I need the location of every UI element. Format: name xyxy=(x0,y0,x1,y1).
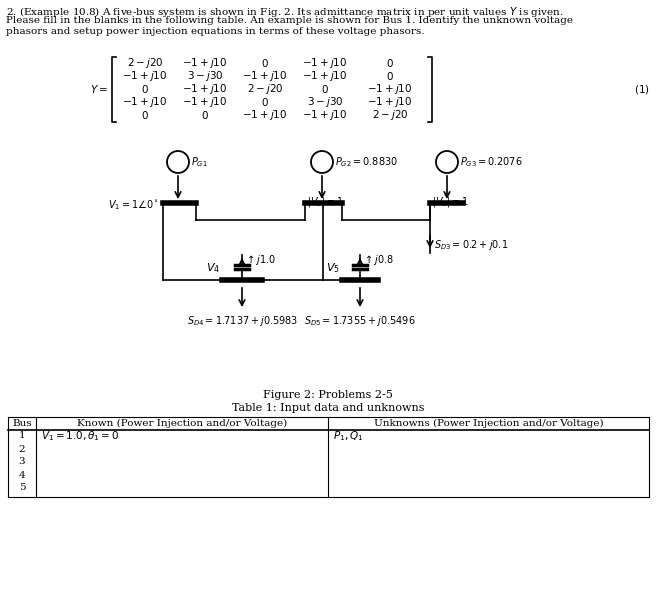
Text: $-1+j10$: $-1+j10$ xyxy=(367,82,413,96)
Text: $|V_3| = 1$: $|V_3| = 1$ xyxy=(432,195,469,209)
Text: $3-j30$: $3-j30$ xyxy=(307,95,344,109)
Text: $S_{D4} = 1.7137 + j0.5983$: $S_{D4} = 1.7137 + j0.5983$ xyxy=(187,314,298,328)
Text: $-1+j10$: $-1+j10$ xyxy=(302,56,348,70)
Text: Unknowns (Power Injection and/or Voltage): Unknowns (Power Injection and/or Voltage… xyxy=(374,418,603,427)
Text: phasors and setup power injection equations in terms of these voltage phasors.: phasors and setup power injection equati… xyxy=(6,27,424,36)
Text: $0$: $0$ xyxy=(261,96,269,108)
Text: $-1+j10$: $-1+j10$ xyxy=(302,69,348,83)
Text: $V_4$: $V_4$ xyxy=(206,261,220,275)
Text: $2-j20$: $2-j20$ xyxy=(127,56,164,70)
Text: 5: 5 xyxy=(18,484,26,493)
Text: $V_5$: $V_5$ xyxy=(326,261,340,275)
Text: Bus: Bus xyxy=(12,418,32,427)
Text: $|V_2| = 1$: $|V_2| = 1$ xyxy=(307,195,344,209)
Text: $2-j20$: $2-j20$ xyxy=(372,108,409,122)
Text: $0$: $0$ xyxy=(386,57,394,69)
Text: $-1+j10$: $-1+j10$ xyxy=(122,69,168,83)
Text: $V_1 = 1.0, \theta_1 = 0$: $V_1 = 1.0, \theta_1 = 0$ xyxy=(41,429,120,443)
Text: $\uparrow j0.8$: $\uparrow j0.8$ xyxy=(363,253,394,267)
Text: $0$: $0$ xyxy=(201,109,209,121)
Text: 4: 4 xyxy=(18,470,26,479)
Text: $S_{D3} = 0.2 + j0.1$: $S_{D3} = 0.2 + j0.1$ xyxy=(434,238,509,252)
Text: Figure 2: Problems 2-5: Figure 2: Problems 2-5 xyxy=(263,390,393,400)
Text: $-1+j10$: $-1+j10$ xyxy=(182,56,228,70)
Text: 3: 3 xyxy=(18,457,26,466)
Text: $0$: $0$ xyxy=(261,57,269,69)
Text: Known (Power Injection and/or Voltage): Known (Power Injection and/or Voltage) xyxy=(77,418,287,427)
Text: $Y =$: $Y =$ xyxy=(90,83,108,95)
Text: Table 1: Input data and unknowns: Table 1: Input data and unknowns xyxy=(232,403,424,413)
Text: $0$: $0$ xyxy=(141,83,149,95)
Text: $P_{G3} = 0.2076$: $P_{G3} = 0.2076$ xyxy=(460,155,523,169)
Text: $-1+j10$: $-1+j10$ xyxy=(182,95,228,109)
Text: 2. (Example 10.8) A five-bus system is shown in Fig. 2. Its admittance matrix in: 2. (Example 10.8) A five-bus system is s… xyxy=(6,5,564,19)
Text: 2: 2 xyxy=(18,445,26,454)
Text: $P_{G1}$: $P_{G1}$ xyxy=(191,155,208,169)
Text: $0$: $0$ xyxy=(321,83,329,95)
Text: $-1+j10$: $-1+j10$ xyxy=(242,69,288,83)
Text: $0$: $0$ xyxy=(141,109,149,121)
Text: 1: 1 xyxy=(18,432,26,441)
Text: $-1+j10$: $-1+j10$ xyxy=(182,82,228,96)
Text: $P_{G2} = 0.8830$: $P_{G2} = 0.8830$ xyxy=(335,155,398,169)
Text: $-1+j10$: $-1+j10$ xyxy=(242,108,288,122)
Text: $(1)$: $(1)$ xyxy=(634,82,650,96)
Text: $-1+j10$: $-1+j10$ xyxy=(122,95,168,109)
Text: $0$: $0$ xyxy=(386,70,394,82)
Text: $3-j30$: $3-j30$ xyxy=(187,69,223,83)
Text: $V_1 = 1\angle{0}^\circ$: $V_1 = 1\angle{0}^\circ$ xyxy=(108,198,159,212)
Text: $S_{D5} = 1.7355 + j0.5496$: $S_{D5} = 1.7355 + j0.5496$ xyxy=(304,314,416,328)
Text: $-1+j10$: $-1+j10$ xyxy=(302,108,348,122)
Text: Please fill in the blanks in the following table. An example is shown for Bus 1.: Please fill in the blanks in the followi… xyxy=(6,16,573,25)
Text: $\uparrow j1.0$: $\uparrow j1.0$ xyxy=(245,253,277,267)
Text: $P_1, Q_1$: $P_1, Q_1$ xyxy=(333,429,363,443)
Text: $-1+j10$: $-1+j10$ xyxy=(367,95,413,109)
Text: $2-j20$: $2-j20$ xyxy=(246,82,283,96)
